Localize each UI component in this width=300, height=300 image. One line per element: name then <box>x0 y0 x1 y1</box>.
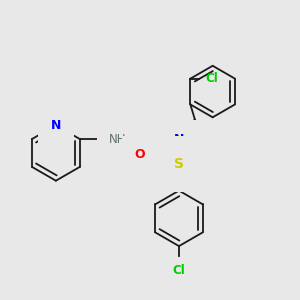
Text: Cl: Cl <box>205 72 218 85</box>
Text: N: N <box>174 133 184 146</box>
Text: NH: NH <box>109 133 126 146</box>
Text: O: O <box>194 156 204 170</box>
Text: N: N <box>51 119 61 132</box>
Text: S: S <box>174 157 184 171</box>
Text: O: O <box>134 148 145 161</box>
Text: O: O <box>154 156 164 170</box>
Text: Cl: Cl <box>172 264 185 277</box>
